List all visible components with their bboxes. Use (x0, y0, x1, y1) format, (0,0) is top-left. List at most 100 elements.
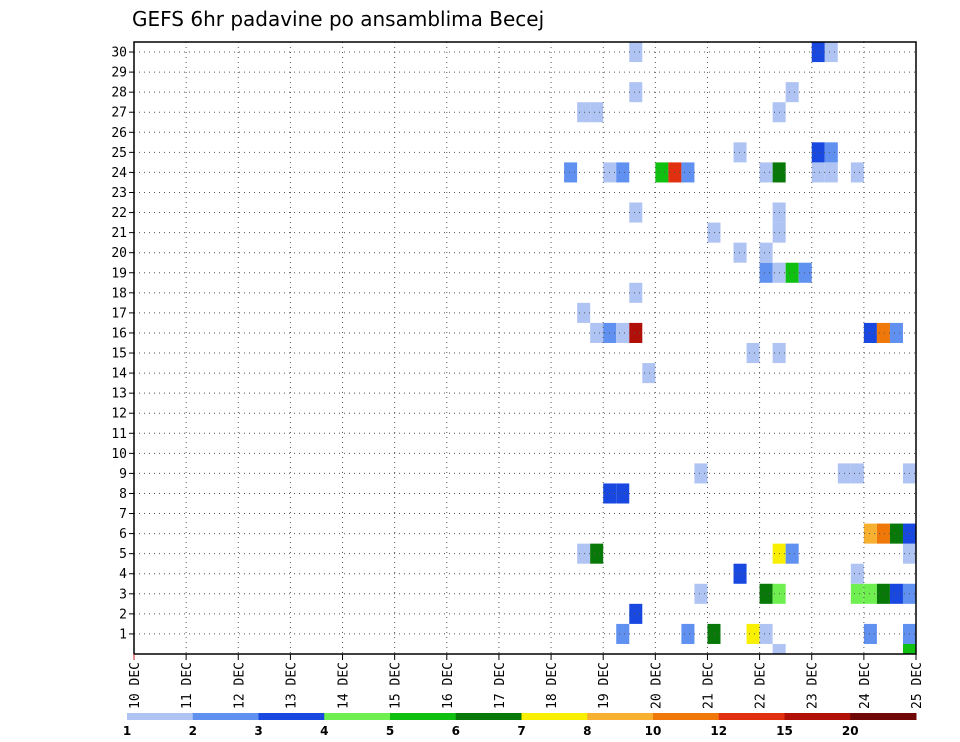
x-tick-label: 10 DEC (128, 662, 143, 709)
precip-cell (616, 623, 630, 644)
precip-cell (772, 643, 786, 654)
colorbar-label: 2 (189, 724, 197, 738)
precip-cell (655, 162, 669, 183)
y-tick-label: 26 (111, 126, 127, 141)
precip-cell (694, 583, 708, 604)
precip-cell (876, 583, 890, 604)
precip-cell (785, 543, 799, 564)
y-tick-label: 11 (111, 427, 127, 442)
colorbar-swatch (324, 713, 391, 720)
precip-cell (759, 583, 773, 604)
precip-cell (811, 42, 825, 63)
precip-cell (707, 222, 721, 243)
x-tick-label: 24 DEC (858, 662, 873, 709)
precip-cell (642, 363, 656, 384)
precip-cell (577, 302, 591, 323)
precip-cell (876, 322, 890, 343)
precip-cell (863, 583, 877, 604)
precip-cell (798, 262, 812, 283)
x-tick-label: 25 DEC (910, 662, 925, 709)
y-tick-label: 10 (111, 447, 127, 462)
y-tick-label: 27 (111, 106, 127, 121)
x-tick-label: 12 DEC (232, 662, 247, 709)
precip-cell (850, 583, 864, 604)
y-tick-label: 4 (119, 567, 127, 582)
plot-frame (133, 41, 917, 655)
y-tick-label: 25 (111, 146, 127, 161)
y-tick-label: 22 (111, 206, 127, 221)
colorbar-label: 5 (386, 724, 394, 738)
precip-cell (876, 523, 890, 544)
y-tick-label: 1 (119, 627, 127, 642)
colorbar-label: 4 (320, 724, 328, 738)
chart-title: GEFS 6hr padavine po ansamblima Becej (132, 7, 544, 31)
y-tick-label: 30 (111, 46, 127, 61)
colorbar-swatch (718, 713, 785, 720)
y-tick-label: 28 (111, 86, 127, 101)
y-tick-label: 2 (119, 607, 127, 622)
y-tick-label: 7 (119, 507, 127, 522)
colorbar-swatch (127, 713, 194, 720)
x-tick-label: 22 DEC (754, 662, 769, 709)
precip-cell (629, 42, 643, 63)
colorbar: 1 2 3 4 5 6 7 8 10 12 15 20 (123, 713, 917, 738)
colorbar-label: 15 (776, 724, 793, 738)
precip-cell (902, 643, 916, 654)
precip-cell (746, 342, 760, 364)
precip-cell (889, 583, 903, 604)
precip-cell (629, 82, 643, 103)
y-tick-label: 5 (119, 547, 127, 562)
grid-lines (134, 42, 916, 654)
precip-cell (863, 623, 877, 644)
colorbar-label: 8 (583, 724, 591, 738)
colorbar-swatch (258, 713, 325, 720)
precip-cell (759, 623, 773, 644)
y-tick-label: 6 (119, 527, 127, 542)
colorbar-swatch (587, 713, 654, 720)
colorbar-swatch (521, 713, 588, 720)
precip-cell (590, 102, 604, 123)
precip-cell (850, 563, 864, 584)
precip-cell (824, 142, 838, 163)
x-tick-label: 19 DEC (597, 662, 612, 709)
precip-cell (889, 322, 903, 343)
y-tick-label: 8 (119, 487, 127, 502)
x-tick-label: 15 DEC (389, 662, 404, 709)
colorbar-label: 20 (842, 724, 859, 738)
precip-cell (824, 42, 838, 63)
precip-cell (616, 483, 630, 504)
precip-cell (590, 322, 604, 343)
precip-cell (629, 322, 643, 343)
precip-cell (746, 623, 760, 644)
colorbar-label: 6 (452, 724, 460, 738)
x-tick-label: 23 DEC (806, 662, 821, 709)
x-tick-label: 21 DEC (701, 662, 716, 709)
colorbar-swatch (390, 713, 457, 720)
precip-cell (629, 603, 643, 624)
y-tick-label: 15 (111, 347, 127, 362)
y-tick-label: 17 (111, 306, 127, 321)
precip-cell (863, 322, 877, 343)
precip-cell (733, 242, 747, 263)
y-tick-label: 20 (111, 246, 127, 261)
x-tick-label: 14 DEC (337, 662, 352, 709)
x-tick-label: 20 DEC (649, 662, 664, 709)
colorbar-swatch (850, 713, 917, 720)
colorbar-swatch (784, 713, 851, 720)
y-tick-label: 14 (111, 367, 127, 382)
y-tick-label: 12 (111, 407, 127, 422)
x-tick-label: 13 DEC (284, 662, 299, 709)
colorbar-label: 1 (123, 724, 131, 738)
precip-cell (759, 242, 773, 263)
y-tick-label: 21 (111, 226, 127, 241)
x-tick-label: 17 DEC (493, 662, 508, 709)
precip-cell (616, 322, 630, 343)
colorbar-swatch (192, 713, 259, 720)
colorbar-label: 7 (517, 724, 525, 738)
precip-cell (785, 82, 799, 103)
heatmap-cells (564, 42, 916, 654)
precip-cell (850, 463, 864, 484)
y-tick-label: 24 (111, 166, 127, 181)
precip-cell (681, 162, 695, 183)
precip-cell (811, 142, 825, 163)
